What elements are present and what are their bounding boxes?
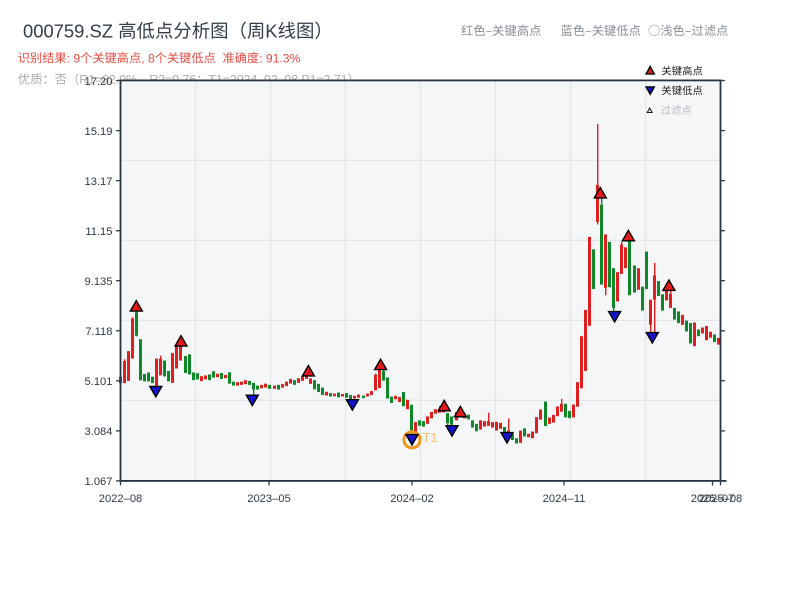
svg-text:2024–11: 2024–11 xyxy=(543,493,586,505)
svg-text:000759.SZ: 000759.SZ xyxy=(23,20,118,41)
svg-text:5.101: 5.101 xyxy=(85,376,113,388)
svg-text:1.067: 1.067 xyxy=(85,476,113,488)
svg-text:7.118: 7.118 xyxy=(85,326,112,338)
svg-text:15.19: 15.19 xyxy=(85,126,113,138)
svg-text:11.15: 11.15 xyxy=(85,226,112,238)
svg-text:: 9: : 9 xyxy=(67,51,81,65)
svg-text:K: K xyxy=(265,20,278,41)
svg-text:3.084: 3.084 xyxy=(85,426,113,438)
svg-text:2024–02: 2024–02 xyxy=(390,493,434,505)
svg-text:2025–07: 2025–07 xyxy=(691,493,735,505)
svg-text:2023–05: 2023–05 xyxy=(247,493,291,505)
svg-text:T1: T1 xyxy=(423,430,438,445)
svg-text:: 91.3%: : 91.3% xyxy=(259,51,300,65)
svg-text:2025–08: 2025–08 xyxy=(699,493,743,505)
svg-text:17.20: 17.20 xyxy=(85,76,113,88)
svg-text:13.17: 13.17 xyxy=(85,176,113,188)
svg-text:, 8: , 8 xyxy=(141,51,155,65)
svg-text:9.135: 9.135 xyxy=(85,276,113,288)
svg-text:2022–08: 2022–08 xyxy=(99,493,143,505)
